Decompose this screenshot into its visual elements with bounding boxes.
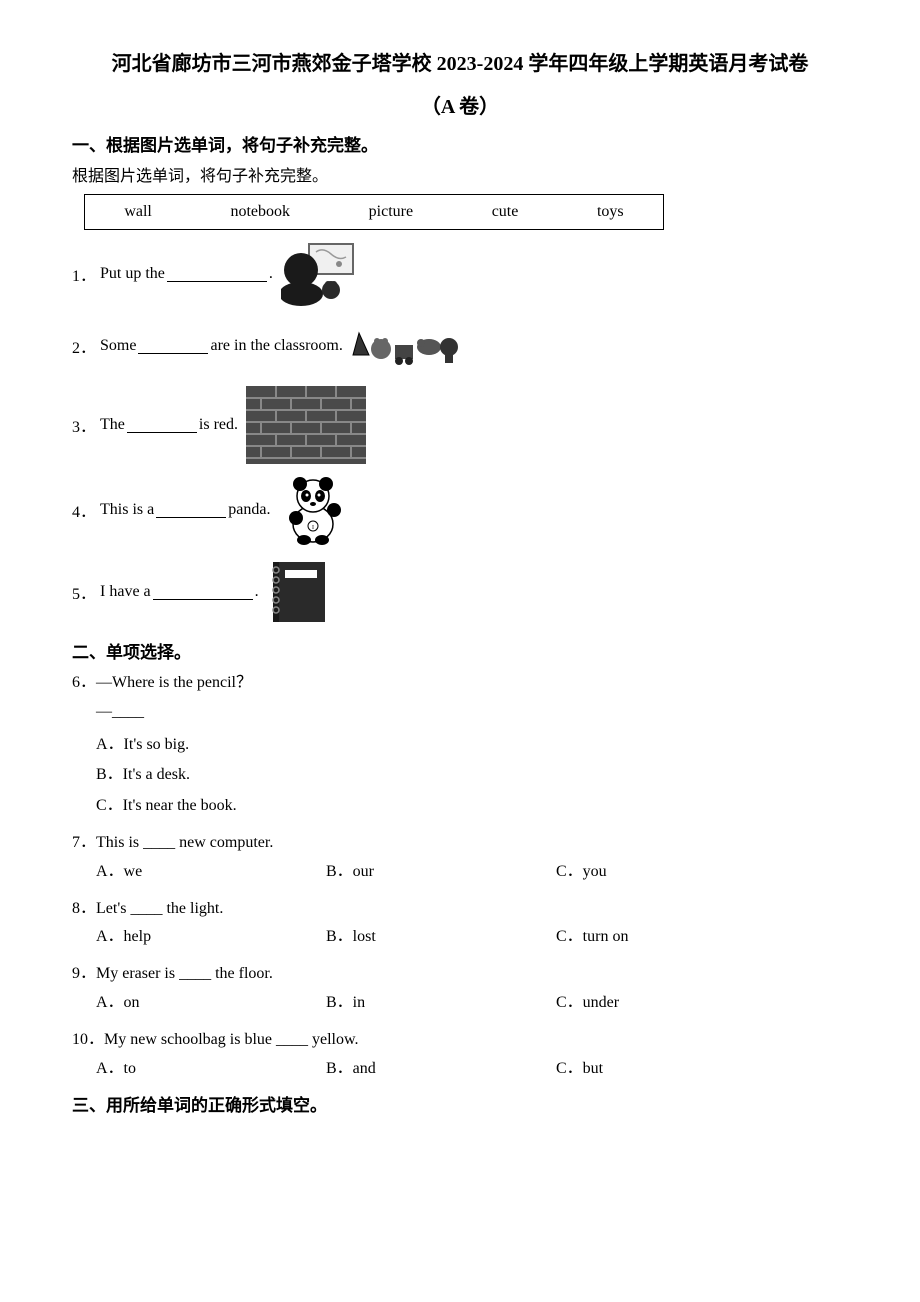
question-text-post: . (269, 265, 273, 283)
picture-hanging-icon (281, 242, 363, 306)
question-text-pre: I have a (100, 583, 151, 601)
wall-icon (246, 386, 366, 464)
option-b[interactable]: B．It's a desk. (96, 761, 848, 790)
word-bank-item: cute (484, 203, 527, 221)
question-number: 4． (72, 498, 96, 522)
section3-heading: 三、用所给单词的正确形式填空。 (72, 1091, 848, 1116)
option-a[interactable]: A．help (96, 923, 326, 952)
question-10: 10．My new schoolbag is blue ____ yellow.… (72, 1026, 848, 1084)
question-number: 6． (72, 674, 96, 691)
option-c[interactable]: C．you (556, 858, 786, 887)
option-c[interactable]: C．turn on (556, 923, 786, 952)
fill-blank[interactable] (138, 338, 208, 354)
option-a[interactable]: A．we (96, 858, 326, 887)
word-bank-item: picture (361, 203, 421, 221)
question-number: 5． (72, 580, 96, 604)
option-b[interactable]: B．lost (326, 923, 556, 952)
question-stem: My new schoolbag is blue ____ yellow. (104, 1031, 358, 1048)
question-number: 9． (72, 965, 96, 982)
notebook-icon (267, 556, 329, 628)
question-stem: —Where is the pencil？ (96, 674, 252, 691)
question-7: 7．This is ____ new computer. A．we B．our … (72, 829, 848, 887)
question-text-post: is red. (199, 416, 238, 434)
option-a[interactable]: A．to (96, 1055, 326, 1084)
option-c[interactable]: C．under (556, 989, 786, 1018)
question-8: 8．Let's ____ the light. A．help B．lost C．… (72, 895, 848, 953)
word-bank: wall notebook picture cute toys (84, 194, 664, 230)
toys-icon (351, 325, 461, 367)
question-2: 2． Some are in the classroom. (72, 316, 848, 376)
question-stem: Let's ____ the light. (96, 900, 223, 917)
fill-blank[interactable] (153, 584, 253, 600)
option-b[interactable]: B．in (326, 989, 556, 1018)
question-text-post: . (255, 583, 259, 601)
option-c[interactable]: C．but (556, 1055, 786, 1084)
question-number: 1． (72, 262, 96, 286)
question-number: 2． (72, 334, 96, 358)
question-text-pre: The (100, 416, 125, 434)
word-bank-item: notebook (222, 203, 298, 221)
question-number: 10． (72, 1031, 104, 1048)
section2-heading: 二、单项选择。 (72, 638, 848, 663)
question-stem: This is ____ new computer. (96, 834, 273, 851)
word-bank-item: toys (589, 203, 632, 221)
option-b[interactable]: B．and (326, 1055, 556, 1084)
section1-instruction: 根据图片选单词，将句子补充完整。 (72, 162, 848, 186)
word-bank-item: wall (116, 203, 160, 221)
question-text-post: are in the classroom. (210, 337, 342, 355)
svg-text:I: I (312, 525, 314, 531)
fill-blank[interactable] (167, 266, 267, 282)
question-number: 8． (72, 900, 96, 917)
question-6: 6．—Where is the pencil？ —____ A．It's so … (72, 669, 848, 821)
section1-heading: 一、根据图片选单词，将句子补充完整。 (72, 131, 848, 156)
question-text-pre: Put up the (100, 265, 165, 283)
question-4: 4． This is a panda. I (72, 474, 848, 546)
question-9: 9．My eraser is ____ the floor. A．on B．in… (72, 960, 848, 1018)
option-a[interactable]: A．It's so big. (96, 731, 848, 760)
dialogue-reply: —____ (96, 698, 848, 727)
question-3: 3． The is red. (72, 386, 848, 464)
option-c[interactable]: C．It's near the book. (96, 792, 848, 821)
fill-blank[interactable] (127, 417, 197, 433)
question-number: 7． (72, 834, 96, 851)
page-subtitle: （A 卷） (72, 90, 848, 119)
option-b[interactable]: B．our (326, 858, 556, 887)
question-1: 1． Put up the . (72, 242, 848, 306)
question-text-pre: Some (100, 337, 136, 355)
option-a[interactable]: A．on (96, 989, 326, 1018)
question-stem: My eraser is ____ the floor. (96, 965, 273, 982)
page-title: 河北省廊坊市三河市燕郊金子塔学校 2023-2024 学年四年级上学期英语月考试… (72, 50, 848, 78)
question-text-post: panda. (228, 501, 270, 519)
question-text-pre: This is a (100, 501, 154, 519)
question-number: 3． (72, 413, 96, 437)
fill-blank[interactable] (156, 502, 226, 518)
question-5: 5． I have a . (72, 556, 848, 628)
panda-icon: I (278, 474, 348, 546)
